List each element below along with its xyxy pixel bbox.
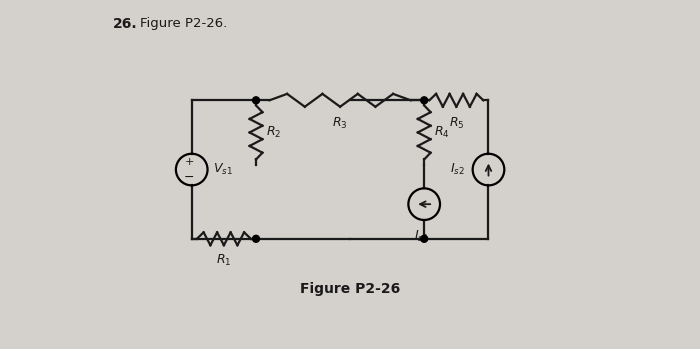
- Circle shape: [253, 97, 260, 104]
- Text: −: −: [184, 170, 195, 184]
- Circle shape: [421, 97, 428, 104]
- Text: $R_5$: $R_5$: [449, 116, 464, 131]
- Text: 26.: 26.: [113, 17, 137, 31]
- Text: Figure P2-26: Figure P2-26: [300, 282, 400, 296]
- Text: $R_3$: $R_3$: [332, 116, 348, 131]
- Text: $I_{s1}$: $I_{s1}$: [414, 229, 429, 244]
- Text: +: +: [185, 157, 194, 167]
- Text: $I_{s2}$: $I_{s2}$: [450, 162, 466, 177]
- Circle shape: [253, 235, 260, 242]
- Text: $R_2$: $R_2$: [266, 125, 281, 140]
- Text: Figure P2-26.: Figure P2-26.: [140, 17, 227, 30]
- Circle shape: [421, 235, 428, 242]
- Text: $R_1$: $R_1$: [216, 253, 232, 268]
- Text: $R_4$: $R_4$: [434, 125, 450, 140]
- Text: $V_{s1}$: $V_{s1}$: [214, 162, 233, 177]
